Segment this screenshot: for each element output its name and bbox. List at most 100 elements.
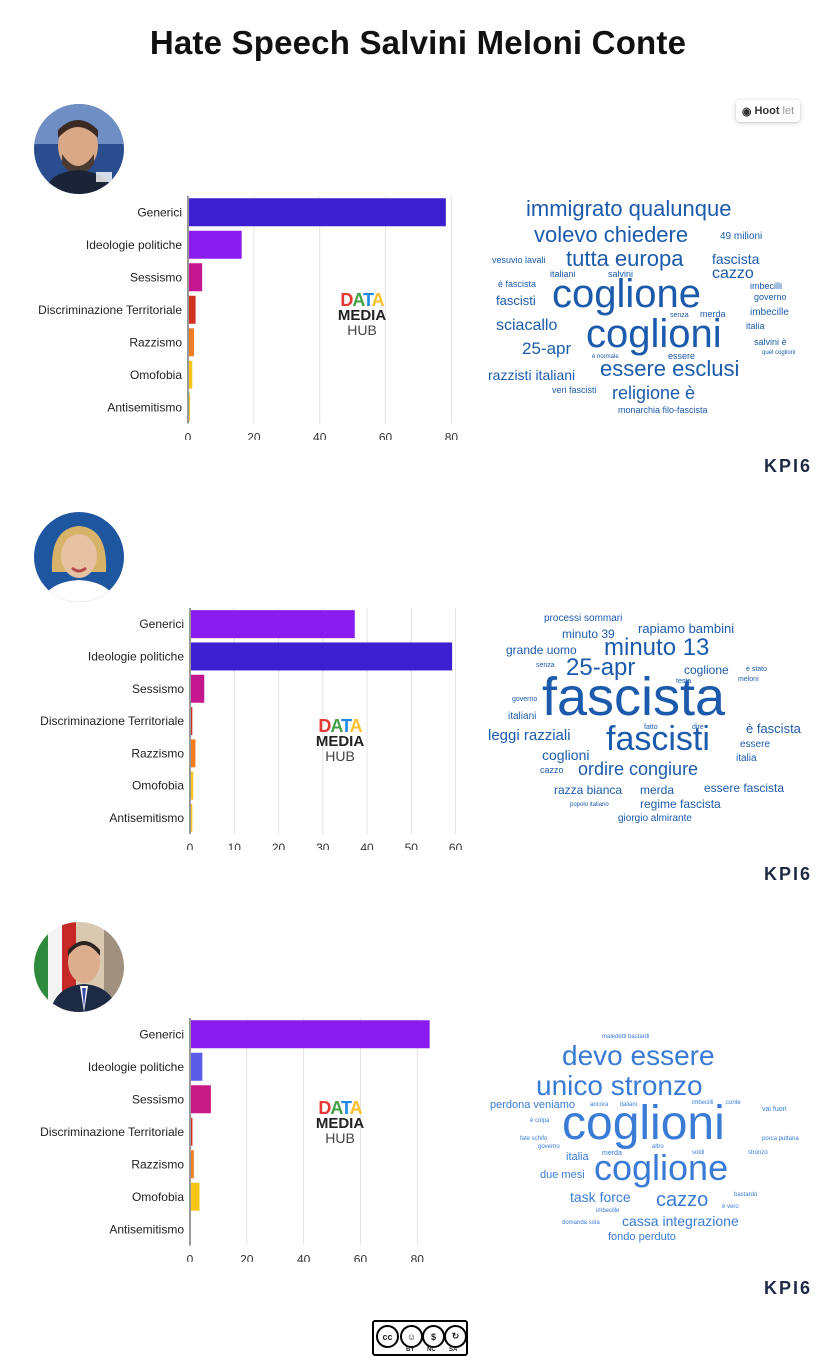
meloni-chart: 0 10 20 30 40 50 60 Generici Ideologie politiche… xyxy=(0,600,480,850)
bar xyxy=(191,1052,203,1081)
hootlet-suffix: let xyxy=(782,105,795,117)
wordcloud-word: italia xyxy=(746,321,765,331)
x-tick-label: 0 xyxy=(185,431,192,441)
wordcloud-word: maledetti bastardi xyxy=(602,1034,650,1040)
wordcloud-word: senza xyxy=(536,662,555,669)
x-tick-label: 0 xyxy=(187,1253,194,1263)
wordcloud-word: governo xyxy=(538,1144,560,1150)
wordcloud-word: bastardo xyxy=(734,1192,758,1198)
sa-label: SA xyxy=(449,1347,458,1353)
category-label: Discriminazione Territoriale xyxy=(40,714,184,728)
wordcloud-word: 49 milioni xyxy=(720,231,763,242)
wordcloud-word: è stato xyxy=(746,666,768,673)
bar xyxy=(191,1020,430,1049)
wordcloud-word: giorgio almirante xyxy=(618,813,692,824)
wordcloud-word: imbecilli xyxy=(692,1100,714,1106)
wordcloud-word: domanda sola xyxy=(562,1220,600,1226)
wordcloud-word: vesuvio lavali xyxy=(492,255,546,265)
x-tick-label: 80 xyxy=(411,1253,425,1263)
sa-icon: ↻ xyxy=(444,1325,467,1348)
kpi6-logo: KPI6 xyxy=(763,456,812,476)
kpi6-logo: KPI6 xyxy=(763,1278,812,1298)
conte-bar-chart: 0 20 40 60 80 Generici Ideologie politiche Sess… xyxy=(40,1018,430,1263)
wordcloud-word: vai fuori xyxy=(762,1106,787,1113)
wordcloud-word: task force xyxy=(570,1189,631,1205)
conte-wordcloud: maledetti bastardi devo essere unico stron… xyxy=(486,1030,816,1290)
wordcloud-word: religione è xyxy=(612,383,696,403)
dmh-hub: HUB xyxy=(325,1130,355,1146)
kpi6-logo: KPI6 xyxy=(763,864,812,884)
nc-icon: $ xyxy=(422,1325,445,1348)
data-media-hub-logo: DATA MEDIA HUB xyxy=(310,1099,370,1146)
wordcloud-word: processi sommari xyxy=(544,613,623,624)
dmh-media: MEDIA xyxy=(315,1115,365,1132)
wordcloud-word: è vero xyxy=(722,1204,739,1210)
wordcloud-word: essere xyxy=(740,739,771,750)
wordcloud-word: coglione xyxy=(594,1147,729,1188)
wordcloud-word: imbecille xyxy=(596,1208,620,1214)
wordcloud-word: meloni xyxy=(738,676,759,683)
wordcloud-word: coglioni xyxy=(586,312,722,356)
category-label: Sessismo xyxy=(132,682,184,696)
wordcloud-word: italiani xyxy=(620,1102,638,1108)
wordcloud-word: essere esclusi xyxy=(600,356,740,381)
category-label: Ideologie politiche xyxy=(88,1060,184,1074)
data-media-hub-logo: DATA MEDIA HUB xyxy=(310,717,370,763)
wordcloud-word: merda xyxy=(700,309,726,319)
wordcloud-word: rapiamo bambini xyxy=(638,621,735,636)
x-tick-label: 40 xyxy=(313,431,327,441)
bar xyxy=(191,1117,193,1146)
bar xyxy=(189,393,190,422)
wordcloud-word: sciacallo xyxy=(496,317,558,334)
by-label: BY xyxy=(406,1347,415,1353)
x-tick-label: 60 xyxy=(449,841,463,850)
category-label: Razzismo xyxy=(129,335,182,349)
wordcloud-word: 25-apr xyxy=(522,339,572,358)
category-label: Ideologie politiche xyxy=(88,649,184,663)
wordcloud-word: cazzo xyxy=(540,765,564,775)
dmh-hub: HUB xyxy=(347,322,377,338)
wordcloud-word: quel coglioni xyxy=(762,350,796,356)
wordcloud-word: salvini è xyxy=(754,337,787,347)
wordcloud-word: fascista xyxy=(712,251,760,267)
bar xyxy=(191,642,453,671)
x-tick-label: 30 xyxy=(316,841,330,850)
wordcloud-word: imbecille xyxy=(750,307,789,318)
wordcloud-word: italia xyxy=(736,753,757,764)
wordcloud-word: fatto xyxy=(644,724,658,731)
wordcloud-word: leggi razziali xyxy=(488,727,571,744)
bar xyxy=(189,328,194,357)
x-tick-label: 10 xyxy=(228,841,242,850)
salvini-wordcloud: immigrato qualunque volevo chiedere 49 mil… xyxy=(486,190,816,450)
wordcloud-word: fascisti xyxy=(606,720,710,758)
bar xyxy=(189,198,446,227)
wordcloud-word: merda xyxy=(602,1150,622,1157)
wordcloud-word: volevo chiedere xyxy=(534,222,689,247)
bar xyxy=(191,1085,211,1114)
wordcloud-word: minuto 39 xyxy=(562,627,615,641)
wordcloud-word: conte xyxy=(726,1100,741,1106)
wordcloud-word: è fascista xyxy=(746,721,801,736)
x-tick-label: 20 xyxy=(247,431,261,441)
creative-commons-badge: cc ☺ $ ↻ BY NC SA xyxy=(372,1320,468,1356)
category-label: Generici xyxy=(139,1027,184,1041)
meloni-bar-chart: 0 10 20 30 40 50 60 Generici Ideologie politiche… xyxy=(40,608,463,850)
wordcloud-word: cazzo xyxy=(712,265,754,282)
dmh-media: MEDIA xyxy=(315,733,365,750)
bar xyxy=(191,610,355,639)
wordcloud-word: monarchia filo-fascista xyxy=(618,405,708,415)
wordcloud-word: regime fascista xyxy=(640,797,721,811)
wordcloud-word: veri fascisti xyxy=(552,385,597,395)
x-tick-label: 60 xyxy=(379,431,393,441)
hootlet-badge[interactable]: ◉ Hoot let xyxy=(736,100,800,122)
bar xyxy=(189,295,196,324)
wordcloud-word: minuto 13 xyxy=(604,634,710,661)
category-label: Ideologie politiche xyxy=(86,238,182,252)
data-media-hub-logo: DATA MEDIA HUB xyxy=(332,291,392,338)
category-label: Discriminazione Territoriale xyxy=(38,303,182,317)
wordcloud-word: è fascista xyxy=(498,279,537,289)
wordcloud-word: senza xyxy=(670,312,689,319)
cc-icon: cc xyxy=(376,1325,399,1348)
wordcloud-word: coglione xyxy=(684,663,729,677)
category-label: Omofobia xyxy=(132,779,184,793)
